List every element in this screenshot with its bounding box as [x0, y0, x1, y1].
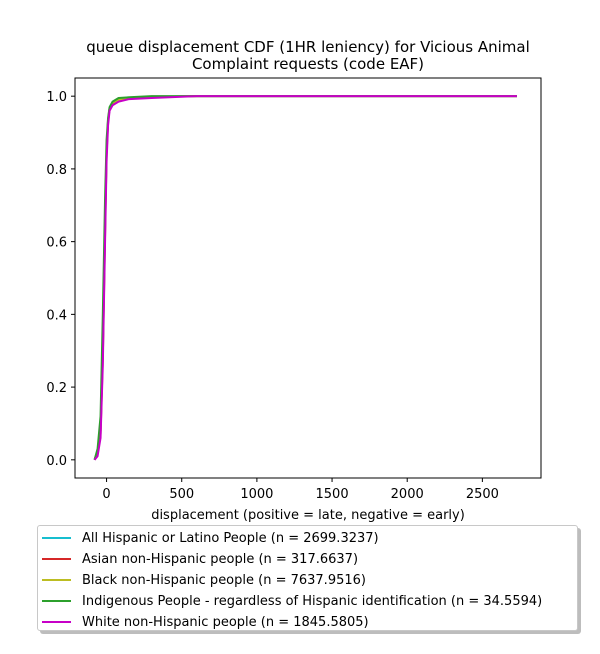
legend: All Hispanic or Latino People (n = 2699.… — [37, 525, 578, 631]
legend-swatch — [42, 537, 71, 539]
plot-frame — [74, 77, 542, 479]
legend-item: Asian non-Hispanic people (n = 317.6637) — [42, 549, 358, 569]
series-line — [93, 95, 517, 461]
legend-swatch — [42, 558, 71, 560]
legend-swatch — [42, 600, 71, 602]
legend-label: Asian non-Hispanic people (n = 317.6637) — [82, 551, 359, 567]
x-tick-label: 2500 — [466, 487, 499, 502]
y-tick-label: 0.6 — [46, 236, 67, 251]
chart-title-line: Complaint requests (code EAF) — [192, 55, 424, 73]
legend-label: Indigenous People - regardless of Hispan… — [82, 593, 543, 609]
x-tick-label: 1500 — [316, 487, 349, 502]
series-line — [93, 95, 517, 461]
chart-title-line: queue displacement CDF (1HR leniency) fo… — [86, 38, 530, 56]
x-tick-label: 1000 — [240, 487, 273, 502]
legend-item: Black non-Hispanic people (n = 7637.9516… — [42, 570, 366, 590]
y-tick-label: 0.4 — [46, 308, 67, 323]
x-tick-label: 0 — [102, 487, 110, 502]
y-tick-label: 0.0 — [46, 454, 67, 469]
y-tick-label: 0.8 — [46, 163, 67, 178]
y-tick-label: 0.2 — [46, 381, 67, 396]
legend-label: All Hispanic or Latino People (n = 2699.… — [82, 530, 379, 546]
legend-swatch — [42, 621, 71, 623]
y-tick-label: 1.0 — [46, 90, 67, 105]
legend-label: White non-Hispanic people (n = 1845.5805… — [82, 614, 369, 630]
series-line — [93, 95, 517, 461]
legend-item: White non-Hispanic people (n = 1845.5805… — [42, 612, 369, 632]
legend-swatch — [42, 579, 71, 581]
legend-item: Indigenous People - regardless of Hispan… — [42, 591, 542, 611]
legend-label: Black non-Hispanic people (n = 7637.9516… — [82, 572, 366, 588]
x-axis-label: displacement (positive = late, negative … — [151, 508, 465, 523]
legend-item: All Hispanic or Latino People (n = 2699.… — [42, 528, 379, 548]
x-tick-label: 500 — [169, 487, 194, 502]
series-line — [93, 95, 517, 461]
x-tick-label: 2000 — [391, 487, 424, 502]
series-line — [93, 95, 517, 461]
